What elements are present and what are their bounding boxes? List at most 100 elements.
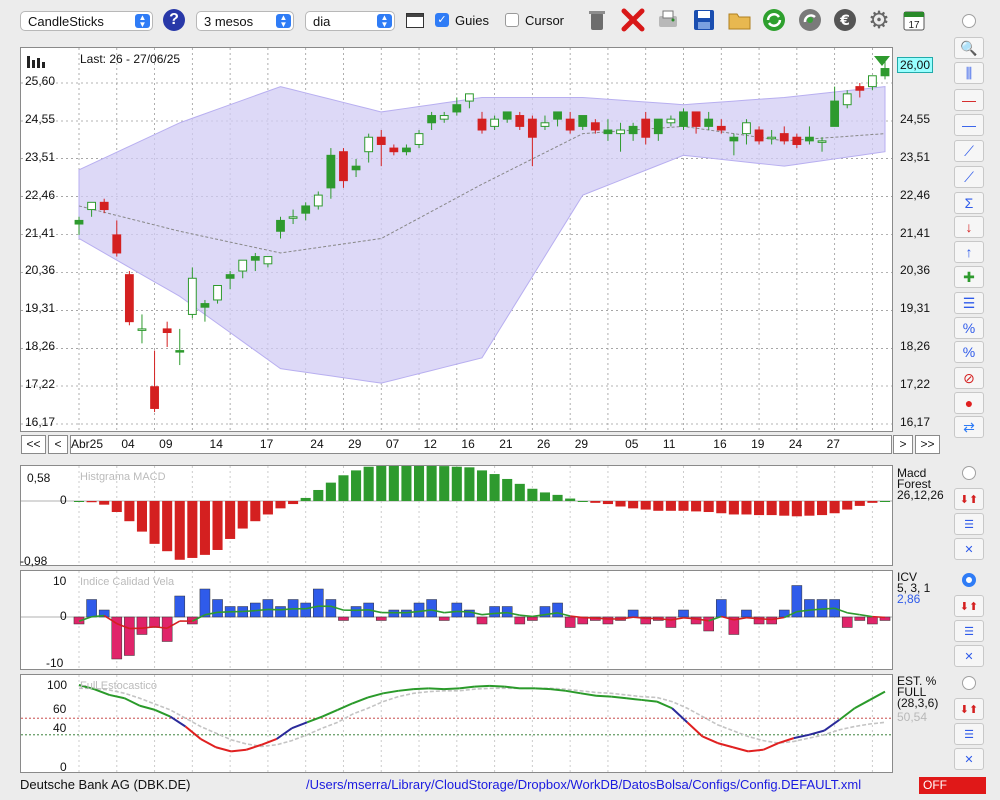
trendline-tool-icon[interactable]: ⟋ — [954, 140, 984, 162]
save-icon[interactable] — [690, 6, 718, 34]
macd-bar — [426, 466, 437, 501]
icv-cross-lines-icon[interactable]: ✕ — [954, 645, 984, 667]
date-axis-label: 16 — [461, 437, 475, 451]
record-icon[interactable]: ● — [954, 392, 984, 414]
macd-bar — [413, 466, 425, 501]
icv-signal-segment — [821, 607, 835, 610]
interval-select[interactable]: dia ▲ ▼ — [305, 11, 395, 31]
up-arrow-marker-icon[interactable]: ↑ — [954, 241, 984, 263]
cursor-checkbox[interactable] — [505, 13, 519, 27]
icv-bar — [489, 606, 500, 618]
stoch-panel[interactable]: Full Estocastico — [20, 674, 893, 773]
macd-bar — [514, 483, 525, 501]
nav-prev-button[interactable]: < — [48, 435, 68, 454]
nav-first-button[interactable]: << — [21, 435, 46, 454]
stoch-k-segment — [778, 737, 795, 745]
period-select[interactable]: 3 mesos ▲ ▼ — [196, 11, 294, 31]
icv-signal-segment — [872, 615, 886, 619]
icv-levels-icon[interactable]: ☰ — [954, 620, 984, 642]
date-axis-label: 19 — [751, 437, 765, 451]
fib-fan-icon[interactable]: ⟋ — [954, 166, 984, 188]
icv-ytick-top: 10 — [53, 574, 67, 588]
icv-signal-segment — [91, 614, 105, 618]
candle — [137, 314, 147, 344]
toolbar: CandleSticks ▲ ▼ ? 3 mesos ▲ ▼ dia ▲ ▼ ✓ Guies… — [0, 6, 1000, 36]
candle — [742, 119, 751, 145]
config-path-link[interactable]: /Users/mserra/Library/CloudStorage/Dropb… — [306, 777, 862, 792]
icv-chart — [21, 571, 892, 669]
price-ytick-right: 17,22 — [900, 377, 931, 392]
stoch-buy-sell-arrows-icon[interactable]: ⬇⬆ — [954, 698, 984, 720]
candle — [880, 61, 890, 80]
macd-buy-sell-arrows-icon[interactable]: ⬇⬆ — [954, 488, 984, 510]
trash-icon[interactable] — [583, 6, 611, 34]
horizontal-red-line-icon[interactable]: — — [954, 89, 984, 111]
macd-bar — [489, 474, 500, 501]
price-ytick-left: 17,22 — [25, 377, 56, 392]
candle-body — [124, 274, 134, 323]
candle-body — [880, 68, 890, 77]
open-folder-icon[interactable] — [726, 6, 754, 34]
macd-bar — [187, 501, 198, 558]
macd-panel[interactable]: Histgrama MACD — [20, 465, 893, 566]
stoch-k-segment — [474, 684, 490, 688]
swap-icon[interactable]: ⇄ — [954, 416, 984, 438]
candle-body — [616, 129, 625, 135]
macd-bar — [552, 494, 563, 501]
status-badge[interactable]: OFF — [919, 777, 986, 794]
icv-bar — [514, 616, 526, 625]
calendar-icon[interactable]: 17 — [900, 6, 928, 34]
print-icon[interactable] — [654, 6, 682, 34]
stoch-panel-radio[interactable] — [962, 676, 976, 690]
gear-icon[interactable]: ⚙ — [868, 6, 890, 34]
date-axis-label: 11 — [662, 437, 676, 451]
horizontal-blue-line-icon[interactable]: — — [954, 114, 984, 136]
add-signal-icon[interactable]: ✚ — [954, 266, 984, 288]
icv-signal-segment — [809, 608, 823, 611]
nav-next-button[interactable]: > — [893, 435, 913, 454]
candle — [477, 111, 487, 134]
candle-body — [603, 129, 613, 135]
candle-body — [704, 118, 714, 127]
refresh-icon[interactable] — [760, 6, 788, 34]
candle-body — [729, 136, 739, 142]
update-data-icon[interactable] — [796, 6, 824, 34]
percent-lines-icon[interactable]: % — [954, 341, 984, 363]
range-percent-icon[interactable]: % — [954, 317, 984, 339]
candle — [175, 328, 185, 366]
icv-buy-sell-arrows-icon[interactable]: ⬇⬆ — [954, 595, 984, 617]
nav-last-button[interactable]: >> — [915, 435, 940, 454]
svg-text:€: € — [839, 13, 850, 29]
candle — [187, 267, 197, 319]
prohibit-icon[interactable]: ⊘ — [954, 367, 984, 389]
icv-panel[interactable]: Indice Calidad Vela — [20, 570, 893, 670]
candle-body — [439, 115, 449, 120]
channel-tool-icon[interactable]: ⫼ — [954, 62, 984, 84]
list-icon[interactable]: ☰ — [954, 292, 984, 314]
down-arrow-marker-icon[interactable]: ↓ — [954, 216, 984, 238]
price-chart-panel[interactable]: Last: 26 - 27/06/25 — [20, 47, 893, 432]
icv-panel-radio[interactable] — [962, 573, 976, 587]
chart-type-select[interactable]: CandleSticks ▲ ▼ — [20, 11, 153, 31]
main-panel-radio[interactable] — [962, 14, 976, 28]
candle-body — [855, 86, 865, 91]
macd-levels-icon[interactable]: ☰ — [954, 513, 984, 535]
delete-icon[interactable] — [619, 6, 647, 34]
sigma-tool-icon[interactable]: Σ — [954, 192, 984, 214]
currency-icon[interactable]: € — [831, 6, 859, 34]
help-icon[interactable]: ? — [160, 6, 188, 34]
magnifier-icon[interactable]: 🔍 — [954, 37, 984, 59]
macd-panel-radio[interactable] — [962, 466, 976, 480]
date-axis-label: 27 — [826, 437, 840, 451]
stoch-cross-lines-icon[interactable]: ✕ — [954, 748, 984, 770]
candle-body — [553, 111, 562, 120]
stoch-levels-icon[interactable]: ☰ — [954, 723, 984, 745]
macd-bar — [602, 501, 613, 505]
candle — [465, 93, 474, 109]
macd-cross-lines-icon[interactable]: ✕ — [954, 538, 984, 560]
price-chart — [21, 48, 892, 431]
macd-ytick-zero: 0 — [60, 493, 67, 507]
chart-window-icon[interactable] — [401, 6, 429, 34]
guides-checkbox[interactable]: ✓ — [435, 13, 449, 27]
candle — [250, 252, 260, 272]
